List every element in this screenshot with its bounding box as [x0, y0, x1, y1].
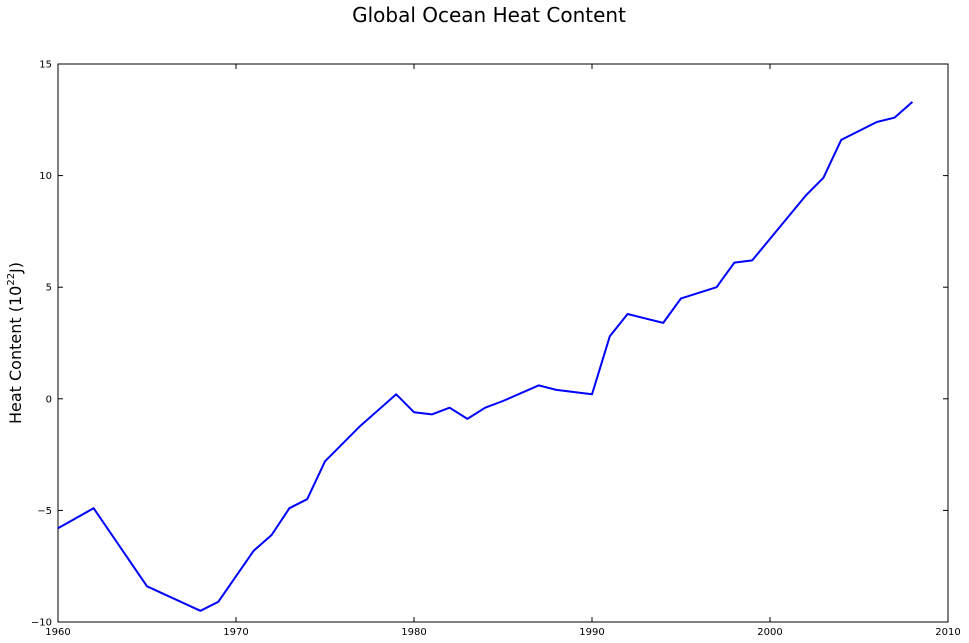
chart-title: Global Ocean Heat Content — [352, 3, 626, 27]
y-tick-label: 5 — [46, 283, 52, 294]
plot-area — [57, 63, 949, 623]
x-tick-label: 1970 — [223, 627, 248, 638]
y-axis-label: Heat Content (1022J) — [6, 262, 25, 424]
y-axis-label-unit: J) — [6, 262, 25, 274]
x-tick-label: 1960 — [45, 627, 70, 638]
x-tick-label: 2000 — [757, 627, 782, 638]
y-tick-label: 0 — [46, 394, 52, 405]
y-tick-label: 10 — [39, 171, 52, 182]
y-tick-label: −5 — [37, 506, 52, 517]
y-axis-label-exponent: 22 — [6, 273, 17, 286]
x-tick-label: 2010 — [935, 627, 960, 638]
series-line — [57, 101, 914, 612]
x-tick-label: 1980 — [401, 627, 426, 638]
y-axis: −10 −5 0 5 10 15 — [31, 60, 948, 629]
y-tick-label: 15 — [39, 60, 52, 71]
x-tick-label: 1990 — [579, 627, 604, 638]
x-axis: 1960 1970 1980 1990 2000 2010 — [45, 64, 961, 638]
y-tick-label: −10 — [31, 618, 52, 629]
